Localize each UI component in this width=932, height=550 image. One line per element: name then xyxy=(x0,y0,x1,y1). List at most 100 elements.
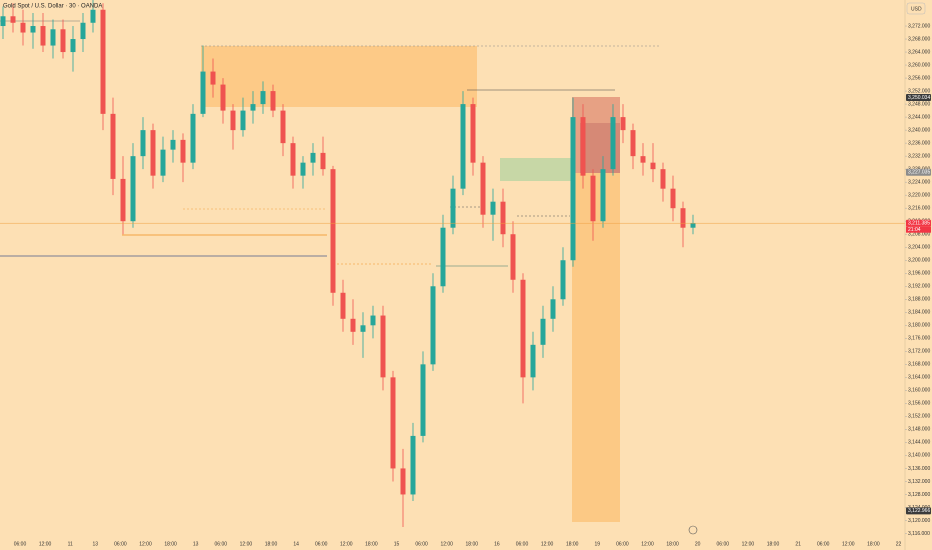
price-tag-label: 3,227.035 xyxy=(908,170,930,176)
y-tick-label: 3,264.000 xyxy=(908,49,930,55)
candle-body xyxy=(60,29,66,53)
y-tick-label: 3,256.000 xyxy=(908,75,930,81)
candle-body xyxy=(340,292,346,319)
candle-body xyxy=(10,16,16,23)
y-tick-label: 3,224.000 xyxy=(908,179,930,185)
candle-body xyxy=(290,143,296,176)
x-tick-label: 06:00 xyxy=(415,541,428,547)
candles xyxy=(0,0,905,527)
x-tick-label: 12:00 xyxy=(39,541,52,547)
y-tick-label: 3,140.000 xyxy=(908,453,930,459)
candle-body xyxy=(580,117,586,176)
candle-body xyxy=(200,71,206,114)
x-tick-label: 12:00 xyxy=(440,541,453,547)
x-tick-label: 11 xyxy=(68,541,73,547)
y-tick-label: 3,160.000 xyxy=(908,388,930,394)
x-tick-label: 16 xyxy=(494,541,500,547)
candle-body xyxy=(420,364,426,436)
x-tick-label: 06:00 xyxy=(114,541,127,547)
candle-body xyxy=(210,71,216,85)
candle-body xyxy=(70,39,76,53)
countdown: 21:04 xyxy=(908,227,921,233)
candle-body xyxy=(260,91,266,105)
x-tick-label: 18:00 xyxy=(265,541,278,547)
x-tick-label: 06:00 xyxy=(616,541,629,547)
candle-body xyxy=(670,188,676,209)
candle-body xyxy=(330,169,336,293)
x-tick-label: 13 xyxy=(93,541,99,547)
supply-zone xyxy=(201,46,477,107)
x-tick-label: 22 xyxy=(896,541,902,547)
candle-body xyxy=(450,188,456,228)
y-tick-label: 3,252.000 xyxy=(908,88,930,94)
candle-body xyxy=(500,201,506,235)
candle-body xyxy=(100,9,106,114)
replay-icon[interactable] xyxy=(688,525,698,535)
candle-body xyxy=(0,16,6,27)
x-tick-label: 20 xyxy=(695,541,701,547)
y-tick-label: 3,220.000 xyxy=(908,193,930,199)
candle-body xyxy=(480,162,486,215)
countdown-tag xyxy=(906,226,931,233)
candle-body xyxy=(690,223,696,228)
candle-body xyxy=(530,344,536,378)
y-tick-label: 3,268.000 xyxy=(908,36,930,42)
y-tick-label: 3,260.000 xyxy=(908,62,930,68)
demand-zone xyxy=(500,158,572,181)
candle-body xyxy=(240,110,246,131)
y-tick-label: 3,208.000 xyxy=(908,232,930,238)
candle-body xyxy=(250,104,256,111)
candle-body xyxy=(20,22,26,33)
price-tag xyxy=(906,168,931,176)
y-tick-label: 3,148.000 xyxy=(908,427,930,433)
y-tick-label: 3,136.000 xyxy=(908,466,930,472)
candle-body xyxy=(40,26,46,46)
x-tick-label: 15 xyxy=(394,541,400,547)
x-tick-label: 06:00 xyxy=(315,541,328,547)
x-tick-label: 18:00 xyxy=(164,541,177,547)
candle-body xyxy=(90,9,96,23)
y-tick-label: 3,180.000 xyxy=(908,323,930,329)
x-tick-label: 19 xyxy=(595,541,601,547)
candle-body xyxy=(310,152,316,163)
y-tick-label: 3,164.000 xyxy=(908,375,930,381)
price-tag-label: 3,122.966 xyxy=(908,508,930,514)
candle-body xyxy=(560,260,566,300)
candle-body xyxy=(440,227,446,287)
price-tag xyxy=(906,93,931,101)
currency[interactable]: USD xyxy=(911,6,922,12)
currency-box[interactable] xyxy=(906,2,926,15)
candle-body xyxy=(180,139,186,163)
price-tag xyxy=(906,219,931,227)
y-tick-label: 3,172.000 xyxy=(908,349,930,355)
y-tick-label: 3,156.000 xyxy=(908,401,930,407)
y-tick-label: 3,116.000 xyxy=(908,531,930,537)
candle-body xyxy=(220,84,226,111)
candle-body xyxy=(190,113,196,163)
x-tick-label: 06:00 xyxy=(717,541,730,547)
candle-body xyxy=(640,156,646,163)
x-tick-label: 12:00 xyxy=(641,541,654,547)
candle-body xyxy=(110,113,116,179)
candle-body xyxy=(50,29,56,46)
x-tick-label: 14 xyxy=(293,541,299,547)
y-tick-label: 3,192.000 xyxy=(908,284,930,290)
y-tick-label: 3,176.000 xyxy=(908,336,930,342)
price-tag-label: 3,211.385 xyxy=(908,221,930,227)
candle-body xyxy=(380,315,386,378)
x-tick-label: 12:00 xyxy=(139,541,152,547)
candle-body xyxy=(600,169,606,222)
y-tick-label: 3,132.000 xyxy=(908,479,930,485)
x-tick-label: 13 xyxy=(193,541,199,547)
candle-body xyxy=(660,169,666,189)
candle-body xyxy=(460,104,466,189)
x-tick-label: 18:00 xyxy=(365,541,378,547)
y-tick-label: 3,236.000 xyxy=(908,140,930,146)
x-tick-label: 06:00 xyxy=(516,541,529,547)
x-tick-label: 12:00 xyxy=(340,541,353,547)
candle-body xyxy=(470,104,476,163)
candle-body xyxy=(300,162,306,176)
y-tick-label: 3,120.000 xyxy=(908,518,930,524)
candle-body xyxy=(30,26,36,33)
